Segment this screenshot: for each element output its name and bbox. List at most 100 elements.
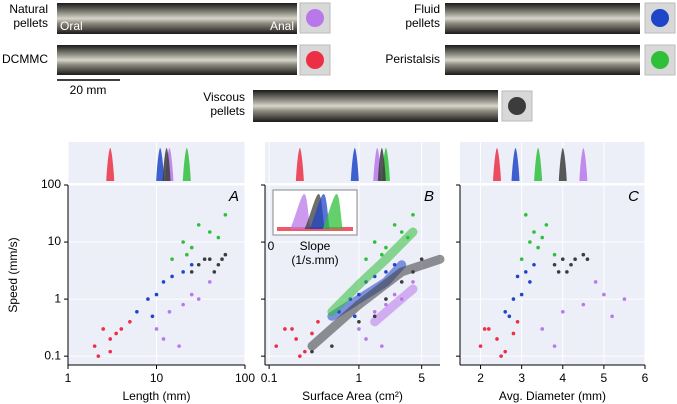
photo bbox=[57, 45, 297, 75]
x-tick-label: 4 bbox=[559, 371, 566, 385]
point bbox=[274, 344, 279, 348]
point bbox=[556, 270, 561, 274]
point bbox=[207, 257, 212, 262]
point bbox=[161, 337, 166, 341]
point bbox=[552, 344, 557, 348]
photo bbox=[445, 45, 640, 75]
point bbox=[411, 213, 415, 217]
y-tick-label: 0.1 bbox=[44, 348, 61, 362]
x-axis-label: Avg. Diameter (mm) bbox=[499, 389, 606, 403]
x-tick-label: 1 bbox=[356, 371, 363, 385]
point bbox=[119, 327, 124, 331]
distribution-peak bbox=[377, 148, 386, 181]
point bbox=[519, 257, 524, 262]
x-tick-label: 10 bbox=[150, 371, 164, 385]
point bbox=[503, 349, 508, 354]
point bbox=[552, 252, 557, 257]
point bbox=[316, 320, 320, 324]
point bbox=[569, 262, 573, 267]
point bbox=[392, 262, 397, 267]
point bbox=[283, 327, 287, 331]
point bbox=[310, 331, 314, 336]
point bbox=[150, 314, 155, 319]
distribution-peak bbox=[534, 148, 543, 181]
point bbox=[189, 245, 194, 250]
point bbox=[216, 262, 221, 267]
point bbox=[189, 292, 194, 297]
point bbox=[380, 344, 384, 348]
point bbox=[352, 314, 357, 319]
fit-band bbox=[327, 227, 418, 317]
point bbox=[220, 257, 224, 262]
point bbox=[405, 235, 410, 240]
plot-area bbox=[460, 185, 645, 365]
point bbox=[519, 292, 524, 297]
point bbox=[581, 302, 586, 307]
point bbox=[495, 337, 499, 341]
fit-band bbox=[370, 284, 418, 327]
point bbox=[310, 349, 314, 354]
point bbox=[207, 280, 212, 284]
point bbox=[515, 274, 520, 279]
point bbox=[540, 235, 545, 240]
point bbox=[511, 331, 516, 336]
point bbox=[581, 252, 586, 257]
point bbox=[303, 349, 307, 354]
point bbox=[357, 292, 361, 297]
specimen-label: DCMMC bbox=[2, 52, 48, 66]
point bbox=[170, 257, 174, 262]
scale-label: 20 mm bbox=[70, 83, 107, 97]
point bbox=[298, 354, 302, 358]
point bbox=[223, 213, 228, 217]
panel-label: B bbox=[424, 188, 434, 205]
swatch bbox=[306, 51, 324, 69]
point bbox=[372, 309, 377, 314]
point bbox=[499, 354, 503, 358]
panel-label: A bbox=[228, 188, 239, 205]
point bbox=[196, 223, 201, 227]
point bbox=[384, 270, 388, 274]
inset-label: (1/s.mm) bbox=[291, 253, 338, 267]
point bbox=[146, 297, 150, 301]
distribution-peak bbox=[106, 148, 115, 181]
x-tick-label: 5 bbox=[418, 371, 425, 385]
point bbox=[189, 270, 194, 274]
panel-label: C bbox=[628, 188, 639, 205]
point bbox=[528, 280, 532, 284]
point bbox=[154, 327, 159, 331]
distribution-peak bbox=[493, 148, 501, 181]
point bbox=[552, 262, 557, 267]
point bbox=[181, 302, 185, 307]
point bbox=[372, 314, 377, 319]
photo bbox=[57, 3, 297, 34]
inset-peak bbox=[322, 194, 343, 229]
photo bbox=[445, 3, 640, 34]
y-tick-label: 1 bbox=[54, 291, 61, 305]
point bbox=[202, 257, 207, 262]
specimen-label: pellets bbox=[210, 104, 245, 118]
point bbox=[610, 314, 614, 319]
x-axis-label: Length (mm) bbox=[122, 389, 190, 403]
point bbox=[523, 270, 528, 274]
point bbox=[602, 292, 606, 297]
point bbox=[330, 344, 334, 348]
x-tick-label: 1 bbox=[65, 371, 72, 385]
point bbox=[108, 337, 113, 341]
point bbox=[372, 240, 377, 244]
point bbox=[540, 327, 545, 331]
y-tick-label: 100 bbox=[41, 177, 61, 191]
point bbox=[528, 240, 532, 244]
point bbox=[181, 240, 185, 244]
point bbox=[189, 262, 194, 267]
point bbox=[523, 213, 528, 217]
point bbox=[135, 309, 139, 314]
swatch bbox=[306, 9, 324, 27]
point bbox=[573, 257, 577, 262]
point bbox=[161, 280, 166, 284]
specimen-photos bbox=[57, 3, 640, 122]
point bbox=[177, 344, 181, 348]
point bbox=[384, 245, 388, 250]
point bbox=[515, 320, 520, 324]
point bbox=[486, 327, 491, 331]
specimen-label: Viscous bbox=[203, 90, 245, 104]
